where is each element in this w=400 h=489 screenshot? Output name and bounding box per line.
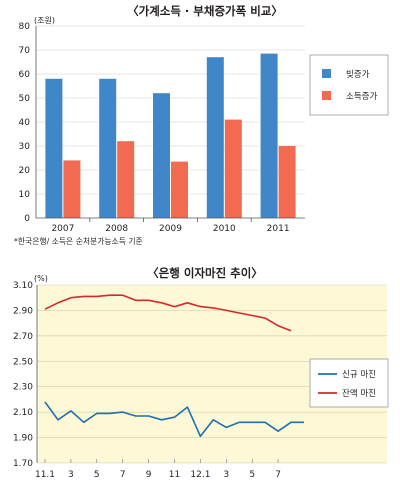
bar-debt [45,78,63,218]
bar-ytick-label: 80 [19,22,31,32]
bar-xtick-label: 2009 [159,224,182,234]
legend-swatch-income [322,91,331,100]
line-chart: 〈은행 이자마진 추이〉 (%) 1.70 1.90 2.10 2.30 2.50 2.7… [13,266,389,480]
line-axis: 1.70 1.90 2.10 2.30 2.50 2.70 2.90 3.10 11.1 3 5 7 9… [13,281,281,480]
bar-chart-footnote: *한국은행/ 소득은 순처분가능소득 기준 [14,236,143,246]
line-xtick-label: 7 [120,470,126,480]
bar-legend-box [309,54,389,116]
legend-label-balance-margin: 잔액 마진 [342,388,376,399]
bar-marks [45,53,296,219]
bar-income [278,146,296,218]
line-legend: 신규 마진 잔액 마진 [309,358,389,408]
legend-label-income: 소득증가 [346,92,377,102]
bar-ytick-label: 40 [19,118,31,128]
line-ytick-label: 2.90 [13,306,33,316]
bar-ytick-label: 70 [19,46,31,56]
line-marks [44,294,304,438]
bar-xtick-label: 2008 [105,224,128,234]
line-ytick-label: 2.50 [13,357,33,367]
line-ytick-label: 3.10 [13,281,33,291]
bar-ytick-label: 0 [24,214,30,224]
line-ytick-label: 1.70 [13,459,33,469]
series-line-balance-margin [44,294,292,332]
bar-income [171,161,188,218]
bar-debt [99,78,117,218]
bar-ytick-label: 10 [19,190,31,200]
bar-legend: 빚증가 소득증가 [309,54,389,116]
legend-swatch-debt [322,69,331,78]
bar-chart: 〈가계소득 · 부채증가폭 비교〉 (조원) 0 10 20 30 40 50 60 70 80… [14,4,389,246]
line-legend-box [309,358,389,408]
bar-axis: 0 10 20 30 40 50 60 70 80 2007 2008 2009 2010 2011 [19,22,305,234]
line-xtick-label: 3 [68,470,74,480]
bar-income [63,160,81,218]
bar-debt [260,53,278,218]
bar-ytick-label: 20 [19,166,31,176]
bar-xtick-label: 2007 [51,224,74,234]
legend-label-new-margin: 신규 마진 [342,369,376,380]
line-ytick-label: 2.30 [13,383,33,393]
bar-grid [36,25,305,195]
line-xtick-label: 7 [275,470,281,480]
bar-xtick-label: 2011 [267,224,290,234]
line-ytick-label: 1.90 [13,434,33,444]
line-xtick-label: 12.1 [190,470,210,480]
legend-label-debt: 빚증가 [346,69,370,80]
bar-ytick-label: 50 [19,94,31,104]
line-ytick-label: 2.10 [13,408,33,418]
bar-xtick-label: 2010 [213,224,236,234]
line-xtick-label: 3 [223,470,229,480]
bar-chart-title: 〈가계소득 · 부채증가폭 비교〉 [127,4,283,18]
series-line-new-margin [44,401,304,438]
bar-income [224,119,242,218]
line-xtick-label: 5 [249,470,255,480]
line-chart-title: 〈은행 이자마진 추이〉 [147,266,263,280]
bar-income [117,141,135,218]
bar-chart-unit: (조원) [34,16,55,25]
bar-ytick-label: 60 [19,70,31,80]
bar-debt [206,57,224,219]
line-xtick-label: 11.1 [35,470,55,480]
line-xtick-label: 9 [146,470,152,480]
bar-debt [153,93,170,218]
line-xtick-label: 11 [169,470,180,480]
bar-ytick-label: 30 [19,142,31,152]
line-xtick-label: 5 [94,470,100,480]
line-ytick-label: 2.70 [13,332,33,342]
line-chart-unit: (%) [34,274,48,283]
